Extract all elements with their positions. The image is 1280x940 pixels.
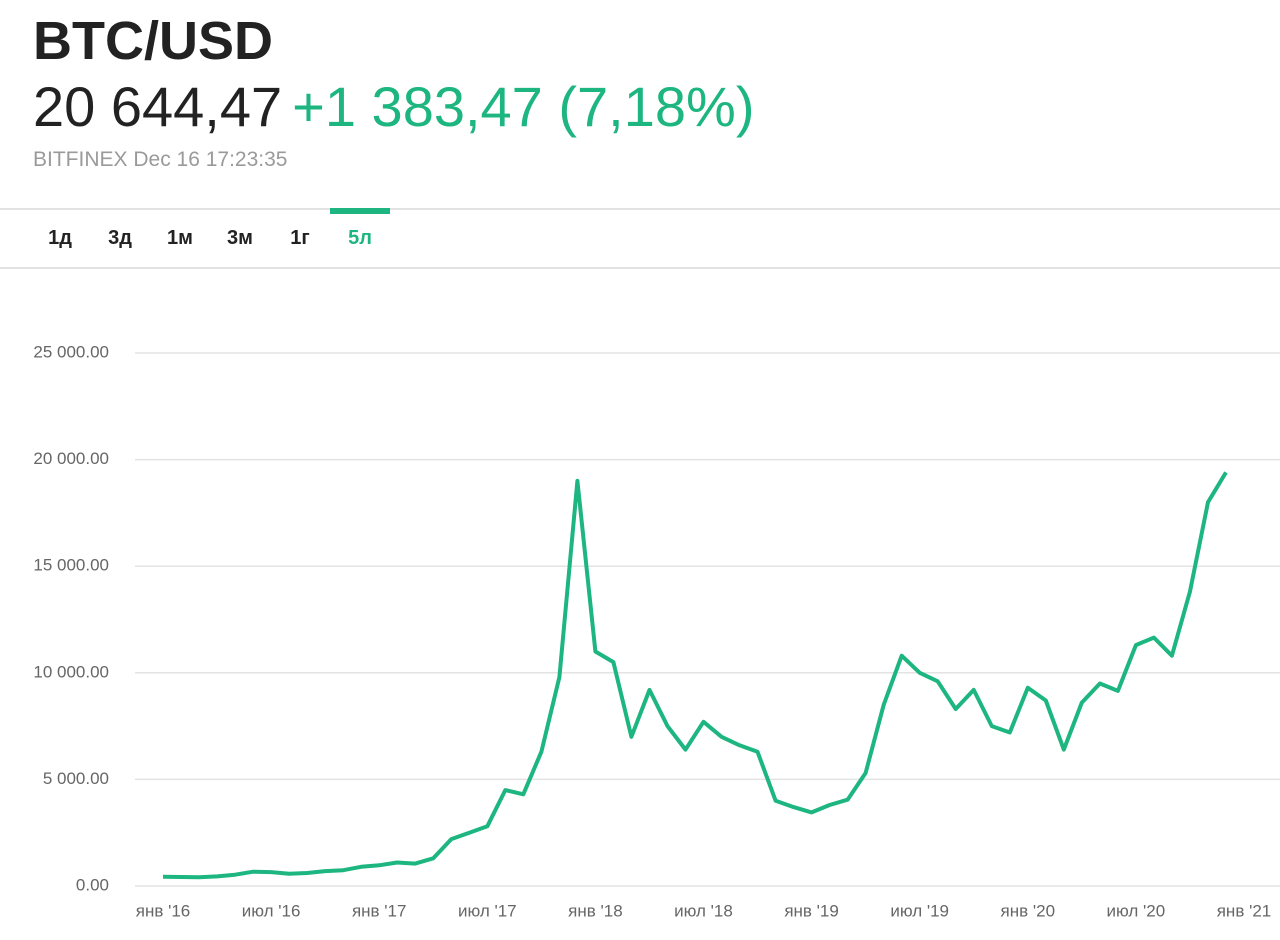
x-tick-label: янв '18 [568,901,623,920]
x-tick-label: июл '19 [890,901,949,920]
change: +1 383,47 (7,18%) [292,75,755,138]
period-tab[interactable]: 1д [48,227,72,249]
y-tick-label: 25 000.00 [33,342,109,361]
period-tabs: 1д 3д 1м 3м 1г 5л [30,208,390,267]
period-tab[interactable]: 1м [167,227,193,249]
x-tick-label: янв '16 [136,901,191,920]
price: 20 644,47 [33,75,283,138]
source: BITFINEX Dec 16 17:23:35 [33,148,288,171]
y-tick-label: 0.00 [76,875,109,894]
x-tick-label: июл '20 [1107,901,1166,920]
x-tick-label: июл '16 [242,901,301,920]
x-tick-label: июл '17 [458,901,517,920]
y-tick-label: 20 000.00 [33,449,109,468]
period-tab[interactable]: 3д [108,227,132,249]
price-line: 20 644,47 +1 383,47 (7,18%) [33,74,754,139]
x-tick-label: янв '19 [784,901,839,920]
period-tab[interactable]: 5л [330,208,390,267]
x-tick-label: янв '17 [352,901,407,920]
separator [0,267,1280,269]
x-tick-label: янв '20 [1001,901,1056,920]
y-tick-label: 15 000.00 [33,556,109,575]
y-tick-label: 10 000.00 [33,662,109,681]
period-tab[interactable]: 1г [290,227,310,249]
x-tick-label: янв '21 [1217,901,1272,920]
price-line [162,471,1228,880]
separator [0,208,1280,210]
pair-title: BTC/USD [33,11,273,71]
x-tick-label: июл '18 [674,901,733,920]
period-tab[interactable]: 3м [227,227,253,249]
y-tick-label: 5 000.00 [43,769,109,788]
